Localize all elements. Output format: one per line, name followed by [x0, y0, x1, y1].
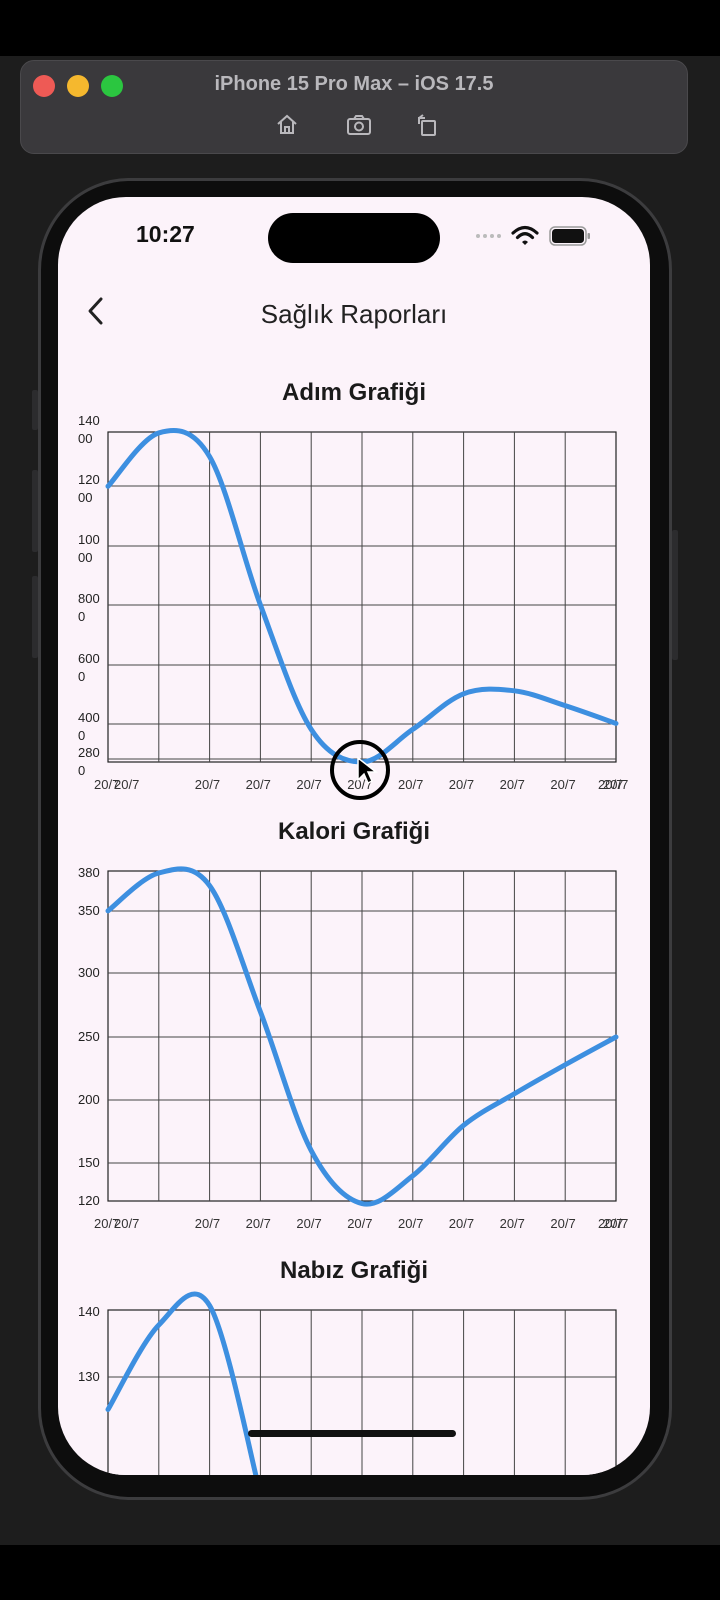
- simulator-title: iPhone 15 Pro Max – iOS 17.5: [214, 73, 494, 95]
- chart-1-x-tick-label: 20/7: [114, 1216, 139, 1231]
- maximize-window-button[interactable]: [101, 75, 123, 97]
- chart-0-y-tick-label: 800 0: [78, 591, 100, 624]
- chart-0-y-tick-label: 400 0: [78, 710, 100, 743]
- chart-1-x-tick-label: 20/7: [195, 1216, 220, 1231]
- status-time: 10:27: [136, 221, 195, 247]
- home-indicator[interactable]: [248, 1430, 456, 1437]
- home-icon: [277, 114, 297, 134]
- chart-0-x-tick-label: 20/7: [94, 777, 119, 792]
- chart-1-y-tick-label: 250: [78, 1029, 100, 1044]
- pointer-cursor-icon: [357, 756, 378, 785]
- chart-0-x-tick-label: 20/7: [500, 777, 525, 792]
- chart-2-y-tick-label: 140: [78, 1304, 100, 1319]
- rotate-icon: [418, 114, 436, 136]
- chart-0-y-tick-label: 100 00: [78, 532, 100, 565]
- chart-0-y-tick-label: 280 0: [78, 745, 100, 778]
- chart-1-x-tick-label: 20/7: [550, 1216, 575, 1231]
- chart-0-x-tick-label: 20/7: [598, 777, 623, 792]
- bottom-black-band: [0, 1545, 720, 1600]
- phone-screen: 10:27 Sağlık Raporları Adım Grafiği 140 0…: [58, 197, 650, 1475]
- chart-1-x-tick-label: 20/7: [398, 1216, 423, 1231]
- minimize-window-button[interactable]: [67, 75, 89, 97]
- chart-1-x-tick-label: 20/7: [603, 1216, 628, 1231]
- chart-0-x-tick-label: 20/7: [550, 777, 575, 792]
- chart-1-y-tick-label: 300: [78, 965, 100, 980]
- chart-0-y-tick-label: 120 00: [78, 472, 100, 505]
- power-button: [672, 530, 678, 660]
- chart-1-x-tick-label: 20/7: [246, 1216, 271, 1231]
- chart-0-x-tick-label: 20/7: [296, 777, 321, 792]
- chart-1-y-tick-label: 200: [78, 1092, 100, 1107]
- top-black-band: [0, 0, 720, 56]
- chart-1-x-tick-label: 20/7: [500, 1216, 525, 1231]
- volume-down-button: [32, 576, 38, 658]
- chart-2-series-line: [105, 1291, 259, 1475]
- dynamic-island: [268, 213, 440, 263]
- chevron-left-icon: [88, 297, 103, 325]
- home-button[interactable]: [273, 111, 301, 139]
- status-icons: [476, 225, 591, 247]
- chart-1-x-tick-label: 20/7: [94, 1216, 119, 1231]
- chart-0-x-tick-label: 20/7: [114, 777, 139, 792]
- volume-up-button: [32, 470, 38, 552]
- screenshot-button[interactable]: [345, 111, 373, 139]
- battery-icon: [549, 226, 590, 246]
- steps-chart-title: Adım Grafiği: [281, 379, 426, 406]
- touch-cursor-ring: [330, 740, 390, 800]
- back-button[interactable]: [78, 293, 114, 329]
- cellular-signal-icon: [476, 234, 501, 238]
- chart-0-y-tick-label: 600 0: [78, 651, 100, 684]
- chart-1-y-tick-label: 120: [78, 1193, 100, 1208]
- chart-0-y-tick-label: 140 00: [78, 413, 100, 446]
- chart-0-x-tick-label: 20/7: [195, 777, 220, 792]
- close-window-button[interactable]: [33, 75, 55, 97]
- chart-2-y-tick-label: 130: [78, 1369, 100, 1384]
- chart-1-x-tick-label: 20/7: [296, 1216, 321, 1231]
- screenshot-icon: [347, 115, 371, 135]
- chart-1-y-tick-label: 380: [78, 865, 100, 880]
- action-button: [32, 390, 38, 430]
- calorie-chart-title: Kalori Grafiği: [277, 818, 431, 845]
- chart-0-x-tick-label: 20/7: [246, 777, 271, 792]
- rotate-button[interactable]: [413, 111, 441, 139]
- chart-0-x-tick-label: 20/7: [398, 777, 423, 792]
- chart-1-x-tick-label: 20/7: [449, 1216, 474, 1231]
- chart-1-x-tick-label: 20/7: [598, 1216, 623, 1231]
- page-title: Sağlık Raporları: [260, 299, 448, 329]
- chart-1-y-tick-label: 350: [78, 903, 100, 918]
- chart-0-x-tick-label: 20/7: [603, 777, 628, 792]
- chart-1-y-tick-label: 150: [78, 1155, 100, 1170]
- chart-0-x-tick-label: 20/7: [449, 777, 474, 792]
- pulse-chart-title: Nabız Grafiği: [279, 1257, 429, 1284]
- simulator-toolbar: iPhone 15 Pro Max – iOS 17.5: [20, 60, 688, 154]
- wifi-icon: [511, 225, 539, 245]
- chart-1-x-tick-label: 20/7: [347, 1216, 372, 1231]
